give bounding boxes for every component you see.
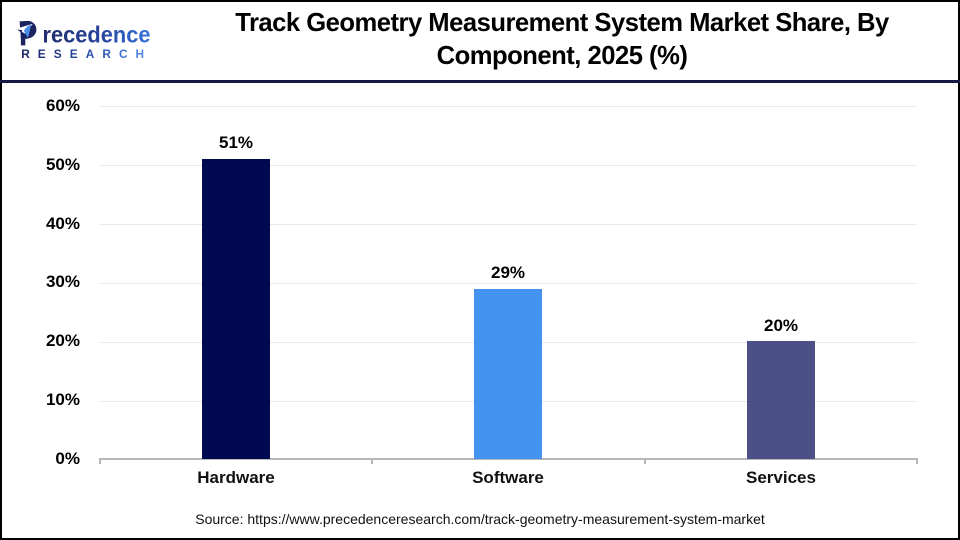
svg-text:RESEARCH: RESEARCH	[21, 47, 152, 61]
svg-text:recedence: recedence	[43, 22, 151, 48]
